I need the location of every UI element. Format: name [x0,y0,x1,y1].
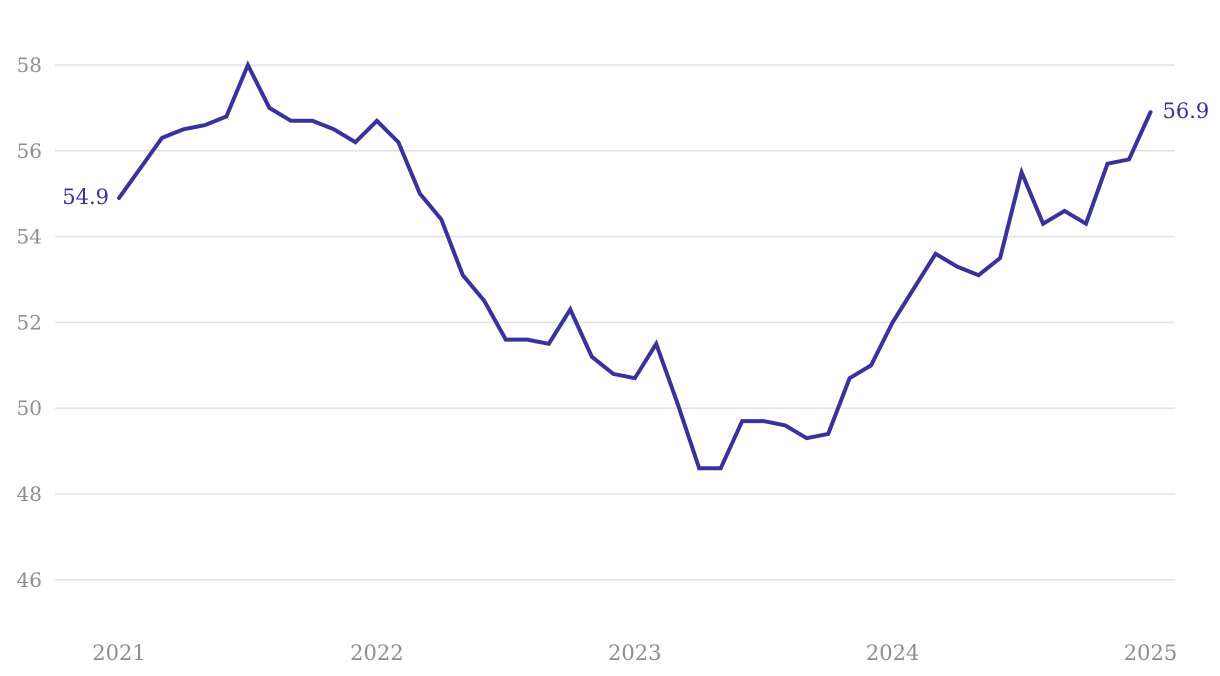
data-line [117,60,1153,471]
x-axis-labels-group: 2021 2022 2023 2024 2025 [92,641,1177,665]
x-axis-tick-label: 2023 [608,641,661,665]
x-axis-tick-label: 2025 [1124,641,1177,665]
x-axis-tick-label: 2021 [92,641,145,665]
series-group [117,60,1153,471]
y-axis-tick-label: 46 [17,568,42,592]
x-axis-tick-label: 2024 [866,641,919,665]
y-axis-labels-group: 58 56 54 52 50 48 46 [17,53,42,592]
y-axis-tick-label: 56 [17,139,42,163]
y-axis-tick-label: 52 [17,310,42,334]
start-value-label: 54.9 [62,185,109,209]
y-axis-tick-label: 50 [17,396,42,420]
y-axis-tick-label: 54 [17,225,42,249]
y-axis-tick-label: 58 [17,53,42,77]
gridlines-group [55,64,1175,581]
y-axis-tick-label: 48 [17,482,42,506]
end-value-label: 56.9 [1163,99,1210,123]
annotations-group: 54.9 56.9 [62,99,1209,209]
x-axis-tick-label: 2022 [350,641,403,665]
